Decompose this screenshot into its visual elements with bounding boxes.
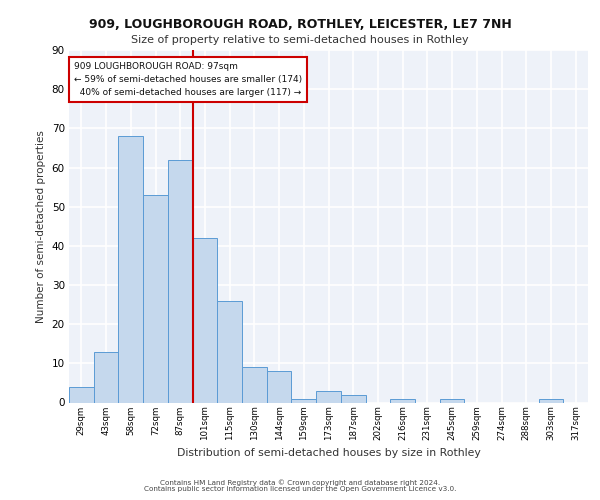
Text: 909, LOUGHBOROUGH ROAD, ROTHLEY, LEICESTER, LE7 7NH: 909, LOUGHBOROUGH ROAD, ROTHLEY, LEICEST…	[89, 18, 511, 30]
Y-axis label: Number of semi-detached properties: Number of semi-detached properties	[36, 130, 46, 322]
Bar	[94, 352, 118, 403]
Bar	[341, 394, 365, 402]
Bar	[118, 136, 143, 402]
Bar	[539, 398, 563, 402]
Bar	[217, 300, 242, 402]
Text: Size of property relative to semi-detached houses in Rothley: Size of property relative to semi-detach…	[131, 35, 469, 45]
Bar	[267, 371, 292, 402]
Bar	[69, 387, 94, 402]
Bar	[193, 238, 217, 402]
Bar	[168, 160, 193, 402]
Bar	[390, 398, 415, 402]
Bar	[440, 398, 464, 402]
Text: Contains HM Land Registry data © Crown copyright and database right 2024.
Contai: Contains HM Land Registry data © Crown c…	[144, 479, 456, 492]
Bar	[292, 398, 316, 402]
Bar	[242, 367, 267, 402]
Bar	[316, 391, 341, 402]
Text: 909 LOUGHBOROUGH ROAD: 97sqm
← 59% of semi-detached houses are smaller (174)
  4: 909 LOUGHBOROUGH ROAD: 97sqm ← 59% of se…	[74, 62, 302, 97]
Bar	[143, 195, 168, 402]
X-axis label: Distribution of semi-detached houses by size in Rothley: Distribution of semi-detached houses by …	[176, 448, 481, 458]
